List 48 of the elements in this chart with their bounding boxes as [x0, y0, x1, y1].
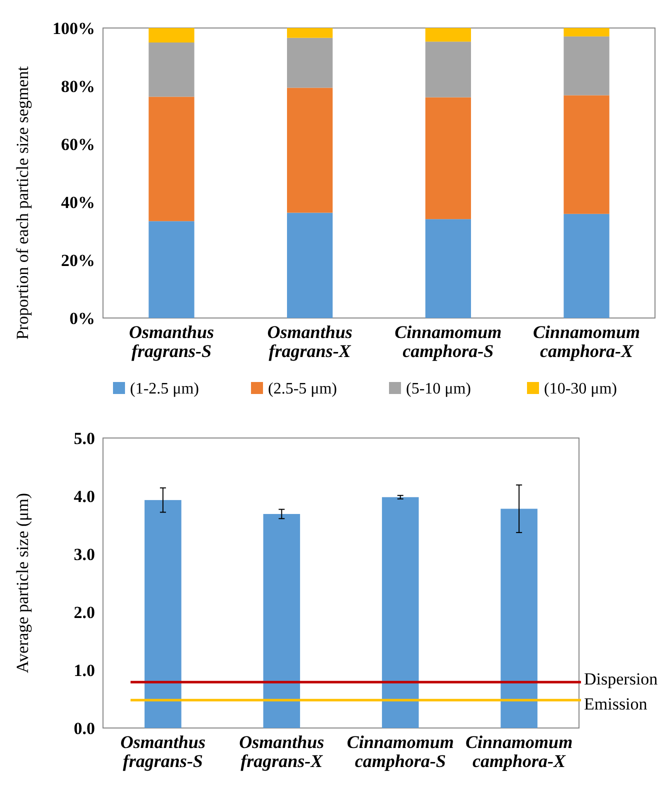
y-tick-label: 20%	[61, 250, 95, 270]
y-tick-label: 60%	[61, 134, 95, 154]
y-tick-label: 2.0	[74, 602, 95, 622]
y-tick-label: 0.0	[74, 718, 95, 738]
bar	[564, 36, 610, 96]
bar	[425, 97, 471, 220]
legend-label: (10-30 μm)	[544, 380, 618, 398]
x-tick-label: Osmanthus fragrans-S	[120, 732, 206, 771]
y-tick-label: 4.0	[74, 486, 95, 506]
bar	[500, 508, 538, 728]
bar	[148, 96, 194, 222]
y-tick-label: 40%	[61, 192, 95, 212]
x-tick-label: Cinnamomum camphora-S	[394, 322, 502, 361]
x-tick-label: Osmanthus fragrans-X	[267, 322, 352, 361]
x-tick-label: Cinnamomum camphora-S	[346, 732, 454, 771]
bar	[425, 219, 471, 318]
legend-label: (1-2.5 μm)	[130, 380, 200, 398]
bar	[263, 514, 300, 728]
bar	[564, 214, 610, 318]
bar	[564, 95, 610, 214]
y-axis-title: Proportion of each particle size segment	[13, 66, 32, 340]
x-tick-label: Cinnamomum camphora-X	[532, 322, 640, 361]
bar	[425, 42, 471, 98]
bar	[564, 28, 610, 36]
bar	[287, 28, 333, 38]
bar	[382, 497, 419, 728]
bar	[287, 38, 333, 88]
bar	[148, 42, 194, 97]
y-tick-label: 100%	[52, 18, 95, 38]
x-tick-label: Osmanthus fragrans-S	[128, 322, 214, 361]
y-tick-label: 1.0	[74, 660, 95, 680]
bar	[148, 28, 194, 42]
y-tick-label: 3.0	[74, 544, 95, 564]
ref-line-label: Dispersion	[584, 670, 658, 689]
bar	[425, 28, 471, 42]
y-tick-label: 0%	[70, 308, 95, 328]
x-tick-label: Osmanthus fragrans-X	[239, 732, 324, 771]
y-tick-label: 80%	[61, 76, 95, 96]
bar	[287, 88, 333, 213]
y-tick-label: 5.0	[74, 428, 95, 448]
legend-label: (2.5-5 μm)	[268, 380, 338, 398]
x-tick-label: Cinnamomum camphora-X	[466, 732, 573, 771]
bar	[148, 221, 194, 318]
legend-label: (5-10 μm)	[406, 380, 472, 398]
bar	[287, 212, 333, 318]
y-axis-title: Average particle size (μm)	[13, 492, 32, 674]
ref-line-label: Emission	[584, 694, 648, 714]
bar	[144, 500, 182, 728]
